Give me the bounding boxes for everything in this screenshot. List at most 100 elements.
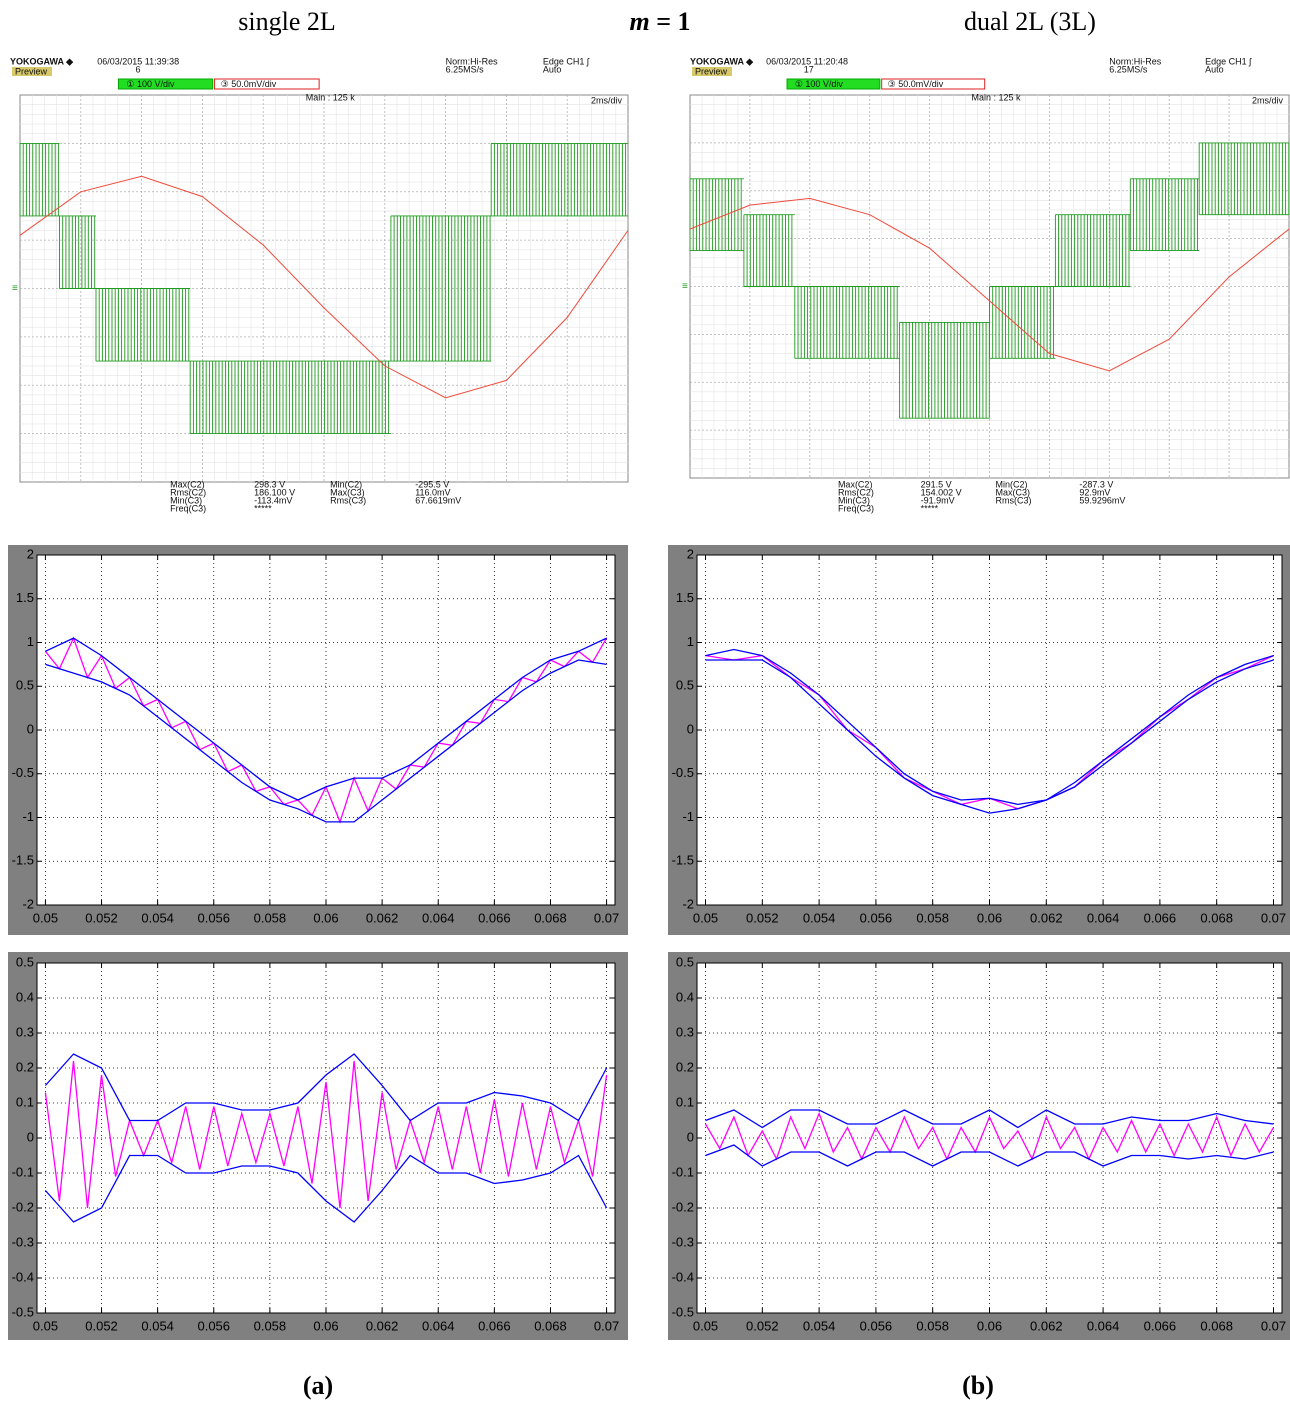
x-tick-label: 0.06 [977,910,1002,925]
y-tick-label: 0 [687,721,694,736]
x-tick-label: 0.056 [860,910,893,925]
y-tick-label: -1 [682,809,694,824]
x-tick-label: 0.064 [422,1318,455,1333]
axes-frame [696,962,1283,1314]
current-trace [19,175,629,399]
measurement: 154.002 V [921,487,962,497]
measurement: 298.3 V [254,479,285,489]
trigger: Edge CH1 ʃ [1205,56,1252,66]
x-tick-label: 0.054 [141,1318,174,1333]
envelope-line [705,648,1274,806]
y-tick-label: -0.2 [672,1199,694,1214]
measurement: Min(C3) [838,495,870,505]
y-tick-label: 1.5 [16,590,34,605]
ground-marker: ≡ [12,283,18,294]
preview-box [12,67,52,76]
x-tick-label: 0.068 [534,1318,567,1333]
x-tick-label: 0.068 [1200,1318,1233,1333]
brand: YOKOGAWA ◆ [690,56,754,66]
x-tick-label: 0.056 [197,910,230,925]
x-tick-label: 0.064 [1087,1318,1120,1333]
measurement: Rms(C3) [995,495,1031,505]
y-tick-label: -0.5 [12,765,34,780]
y-tick-label: 0.1 [16,1094,34,1109]
y-tick-label: -2 [22,896,34,911]
measurement: Rms(C2) [170,487,206,497]
y-tick-label: -0.4 [672,1269,694,1284]
x-tick-label: 0.062 [366,910,399,925]
x-tick-label: 0.052 [85,910,118,925]
main-length: Main : 125 k [306,92,356,102]
y-tick-label: 0.5 [16,678,34,693]
time-div: 2ms/div [1252,95,1284,105]
x-tick-label: 0.066 [1144,1318,1177,1333]
measurement: Max(C3) [995,487,1030,497]
measurement: 59.9296mV [1079,495,1125,505]
y-tick-label: -0.2 [12,1199,34,1214]
axes-frame [36,962,616,1314]
record: 17 [804,64,814,74]
datetime: 06/03/2015 11:20:48 [766,56,848,66]
pwm-voltage [743,214,795,287]
pwm-voltage [390,215,492,362]
sample-rate: 6.25MS/s [446,64,485,74]
y-tick-label: -0.5 [672,765,694,780]
x-tick-label: 0.052 [85,1318,118,1333]
measurement: Max(C2) [838,479,873,489]
x-tick-label: 0.066 [478,910,511,925]
y-tick-label: 0 [27,1129,34,1144]
envelope-line [705,1144,1274,1167]
column-title: single 2L [238,7,336,36]
x-tick-label: 0.058 [916,910,949,925]
measurement: Min(C3) [170,495,202,505]
main-length: Main : 125 k [972,92,1022,102]
y-tick-label: -2 [682,896,694,911]
y-tick-label: -0.5 [672,1304,694,1319]
ch1-scale: ① 100 V/div [795,79,844,89]
pwm-voltage [1198,142,1290,216]
ch1-box [117,78,214,90]
record: 6 [136,64,141,74]
trigger-mode: Auto [1205,64,1224,74]
ch2-box [214,78,320,90]
y-tick-label: -1.5 [672,853,694,868]
x-tick-label: 0.064 [1087,910,1120,925]
envelope-line [45,637,607,801]
measurement: 116.0mV [415,487,450,497]
y-tick-label: -0.1 [12,1164,34,1179]
x-tick-label: 0.056 [860,1318,893,1333]
x-tick-label: 0.07 [1261,910,1286,925]
y-tick-label: 2 [687,546,694,561]
measurement: 92.9mV [1079,487,1110,497]
x-tick-label: 0.062 [366,1318,399,1333]
y-tick-label: 0.5 [676,678,694,693]
ch1-scale: ① 100 V/div [126,79,175,89]
measurement: Rms(C3) [330,495,366,505]
ch2-scale: ③ 50.0mV/div [221,79,277,89]
y-tick-label: -0.5 [12,1304,34,1319]
y-tick-label: 0.2 [676,1059,694,1074]
preview-box [692,67,732,76]
pwm-voltage [59,215,96,289]
signal-line [704,1111,1275,1161]
x-tick-label: 0.062 [1030,910,1063,925]
ch1-box [786,78,881,90]
pwm-voltage [490,142,628,217]
ch2-box [881,78,986,90]
x-tick-label: 0.07 [594,1318,619,1333]
x-tick-label: 0.058 [254,1318,287,1333]
axes-frame [36,554,616,906]
x-tick-label: 0.062 [1030,1318,1063,1333]
x-tick-label: 0.05 [33,910,58,925]
measurement: Max(C2) [170,479,205,489]
panel-label: (b) [962,1371,994,1400]
column-title: dual 2L (3L) [964,7,1096,36]
datetime: 06/03/2015 11:39:38 [97,56,179,66]
signal-line [44,1060,608,1209]
panel-label: (a) [303,1371,333,1400]
pwm-voltage [689,178,744,252]
y-tick-label: 0.4 [676,989,694,1004]
x-tick-label: 0.054 [141,910,174,925]
measurement: ***** [254,503,272,513]
pwm-voltage [19,142,60,217]
